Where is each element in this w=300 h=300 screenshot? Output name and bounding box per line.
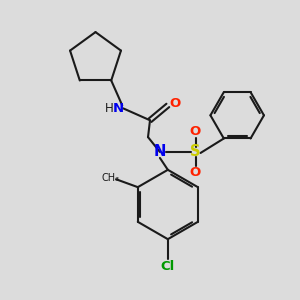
Text: O: O — [189, 125, 200, 138]
Text: N: N — [113, 102, 124, 115]
Text: S: S — [190, 145, 201, 160]
Text: O: O — [169, 97, 180, 110]
Text: O: O — [189, 166, 200, 179]
Text: Cl: Cl — [161, 260, 175, 273]
Text: H: H — [105, 102, 114, 115]
Text: N: N — [154, 145, 166, 160]
Text: CH₃: CH₃ — [102, 173, 120, 183]
